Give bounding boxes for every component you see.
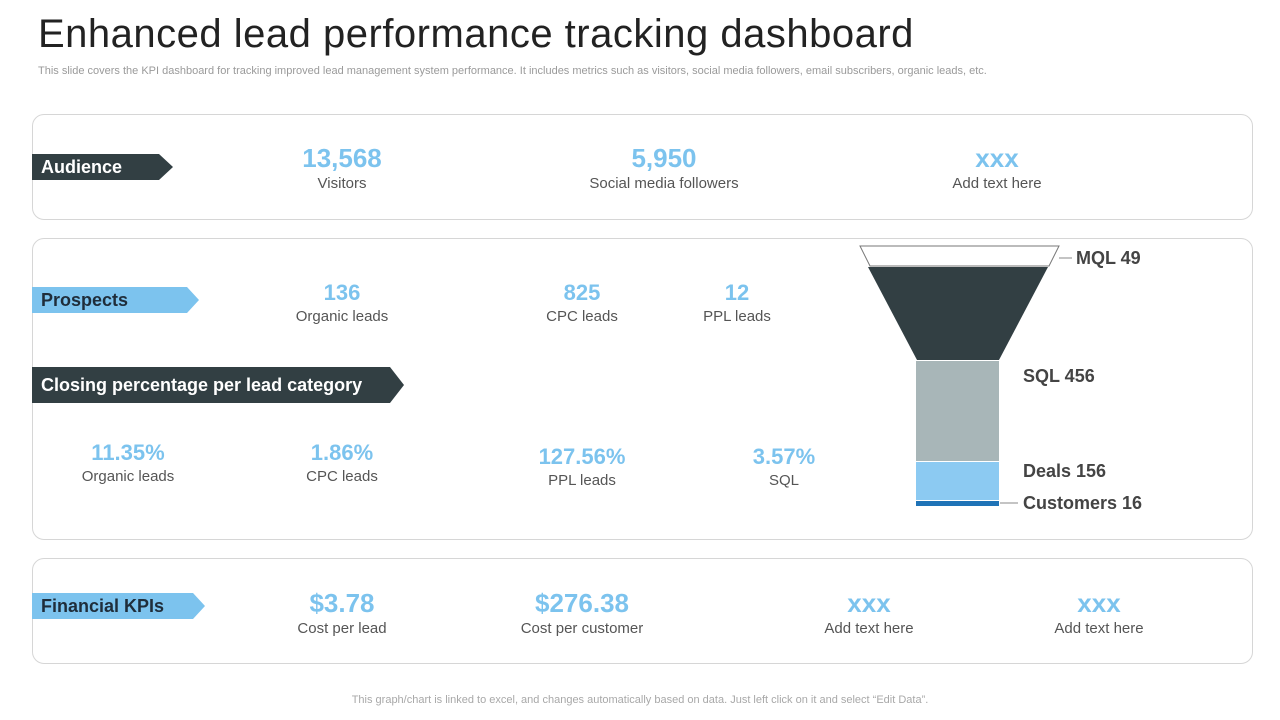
kpi-value: 1.86% xyxy=(310,440,374,465)
page-title: Enhanced lead performance tracking dashb… xyxy=(38,12,914,56)
kpi-social-followers: 5,950 Social media followers xyxy=(544,145,784,192)
kpi-ppl-leads: 12 PPL leads xyxy=(617,280,857,326)
kpi-closing-organic: 11.35% Organic leads xyxy=(8,440,248,486)
kpi-audience-placeholder: xxx Add text here xyxy=(877,145,1117,192)
kpi-value: xxx xyxy=(975,143,1019,173)
funnel-label-sql: SQL 456 xyxy=(1023,366,1095,386)
kpi-cost-per-lead: $3.78 Cost per lead xyxy=(222,590,462,637)
kpi-value: 136 xyxy=(323,280,361,305)
kpi-financial-placeholder-2: xxx Add text here xyxy=(979,590,1219,637)
kpi-value: 13,568 xyxy=(302,143,382,173)
kpi-label: Social media followers xyxy=(589,175,739,192)
funnel-label-mql: MQL 49 xyxy=(1076,248,1141,268)
kpi-value: 825 xyxy=(563,280,601,305)
kpi-cpc-leads: 825 CPC leads xyxy=(462,280,702,326)
financial-kpis-tag: Financial KPIs xyxy=(32,593,205,619)
prospects-tag: Prospects xyxy=(32,287,199,313)
lead-funnel-chart xyxy=(859,245,1072,506)
kpi-label: Cost per lead xyxy=(297,620,387,637)
kpi-label: PPL leads xyxy=(548,472,616,489)
kpi-value: $276.38 xyxy=(535,588,629,618)
kpi-value: xxx xyxy=(1077,588,1121,618)
kpi-value: 3.57% xyxy=(752,444,816,469)
funnel-stage-base xyxy=(916,501,999,506)
kpi-value: 5,950 xyxy=(631,143,697,173)
kpi-label: PPL leads xyxy=(703,308,771,325)
kpi-organic-leads: 136 Organic leads xyxy=(222,280,462,326)
kpi-label: Cost per customer xyxy=(520,620,644,637)
kpi-cost-per-customer: $276.38 Cost per customer xyxy=(462,590,702,637)
closing-percentage-tag: Closing percentage per lead category xyxy=(32,367,404,403)
kpi-label: CPC leads xyxy=(546,308,618,325)
kpi-value: 11.35% xyxy=(91,440,165,465)
audience-tag: Audience xyxy=(32,154,173,180)
kpi-label: SQL xyxy=(768,472,799,489)
funnel-stage-customers xyxy=(916,462,999,500)
kpi-value: $3.78 xyxy=(309,588,375,618)
funnel-label-customers: Customers 16 xyxy=(1023,493,1143,513)
audience-panel xyxy=(32,114,1253,220)
funnel-stage-deals xyxy=(916,361,999,461)
footer-note: This graph/chart is linked to excel, and… xyxy=(351,694,929,706)
kpi-financial-placeholder-1: xxx Add text here xyxy=(749,590,989,637)
kpi-closing-sql: 3.57% SQL xyxy=(664,444,904,490)
kpi-closing-ppl: 127.56% PPL leads xyxy=(462,444,702,490)
page-subtitle: This slide covers the KPI dashboard for … xyxy=(38,65,987,77)
kpi-label: Organic leads xyxy=(295,308,389,325)
funnel-stage-mql xyxy=(859,245,1060,267)
kpi-label: Add text here xyxy=(824,620,914,637)
financial-panel xyxy=(32,558,1253,664)
kpi-label: Organic leads xyxy=(81,468,175,485)
funnel-label-deals: Deals 156 xyxy=(1023,461,1107,481)
funnel-stage-sql xyxy=(868,267,1048,360)
kpi-closing-cpc: 1.86% CPC leads xyxy=(222,440,462,486)
kpi-label: Add text here xyxy=(1054,620,1144,637)
kpi-visitors: 13,568 Visitors xyxy=(222,145,462,192)
kpi-value: xxx xyxy=(847,588,891,618)
kpi-label: Visitors xyxy=(317,175,367,192)
kpi-value: 12 xyxy=(724,280,750,305)
kpi-value: 127.56% xyxy=(538,444,626,469)
kpi-label: CPC leads xyxy=(306,468,378,485)
kpi-label: Add text here xyxy=(952,175,1042,192)
